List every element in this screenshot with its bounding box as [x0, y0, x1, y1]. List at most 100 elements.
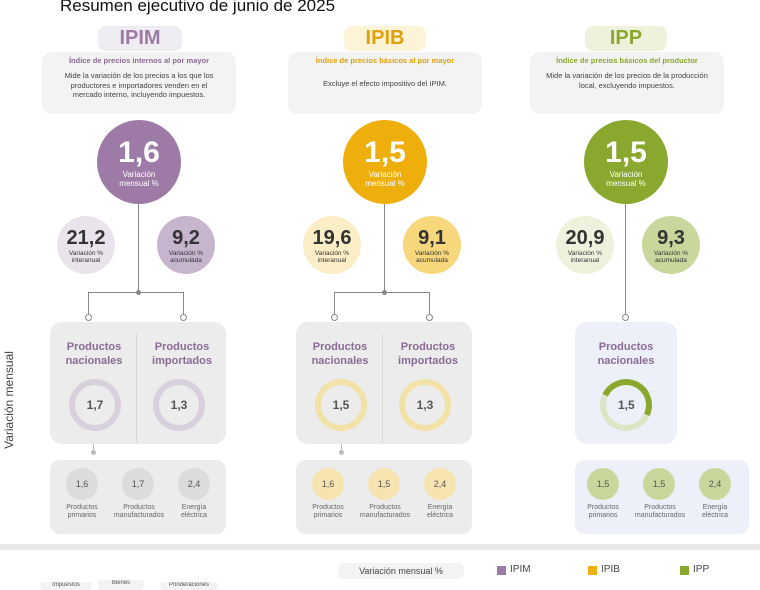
ipim-manufacturados-value: 1,7 — [131, 479, 145, 489]
ipib-importados-value: 1,3 — [416, 398, 434, 412]
ipim-importados-value: 1,3 — [170, 398, 188, 412]
ipim-nacionales-title: Productos nacionales — [65, 341, 123, 368]
ipp-products-panel: Productos nacionales 1,5 — [575, 322, 677, 444]
ipib-energia-value: 2,4 — [433, 479, 447, 489]
ipim-yoy-caption: Variación % interanual — [68, 250, 104, 265]
legend-swatch-ipp — [680, 566, 689, 575]
ipp-monthly-circle: 1,5 Variación mensual % — [584, 120, 668, 204]
ipib-importados-title: Productos importados — [398, 341, 458, 368]
ipib-manufacturados-circle: 1,5 — [368, 468, 400, 500]
ipib-description: Excluye el efecto impositivo del IPIM. — [323, 79, 447, 89]
ipim-manufacturados-label: Productos manufacturados — [113, 504, 165, 520]
ipib-yoy-caption: Variación % interanual — [314, 250, 350, 265]
ipim-products-panel: Productos nacionales Productos importado… — [50, 322, 226, 444]
footer-tab-bienes[interactable]: Bienes — [98, 580, 144, 590]
ipim-monthly-value: 1,6 — [118, 136, 160, 169]
ipim-primarios-label: Productos primarios — [66, 504, 98, 520]
ipib-energia-circle: 2,4 — [424, 468, 456, 500]
ipim-energia-circle: 2,4 — [178, 468, 210, 500]
legend-ipim: IPIM — [510, 564, 531, 575]
ipib-nacionales-value: 1,5 — [332, 398, 350, 412]
ipim-yoy-circle: 21,2 Variación % interanual — [57, 216, 115, 274]
ipib-ytd-value: 9,1 — [418, 227, 446, 249]
ipp-primarios-value: 1,5 — [596, 479, 610, 489]
ipib-ytd-caption: Variación % acumulada — [414, 250, 450, 265]
ipib-ytd-circle: 9,1 Variación % acumulada — [403, 216, 461, 274]
ipp-manufacturados-value: 1,5 — [652, 479, 666, 489]
ipib-subtitle: Índice de precios básicos al por mayor — [315, 56, 455, 65]
ipp-nacionales-title: Productos nacionales — [597, 341, 655, 368]
ipim-importados-title: Productos importados — [152, 341, 212, 368]
ipp-nacionales-value: 1,5 — [617, 398, 635, 412]
legend-swatch-ipib — [588, 566, 597, 575]
ipim-ytd-circle: 9,2 Variación % acumulada — [157, 216, 215, 274]
ipp-ytd-caption: Variación % acumulada — [653, 250, 689, 265]
ipim-description: Mide la variación de los precios a los q… — [64, 71, 214, 100]
ipim-monthly-circle: 1,6 Variación mensual % — [97, 120, 181, 204]
legend-box: Variación mensual % — [338, 563, 464, 579]
ipp-manufacturados-circle: 1,5 — [643, 468, 675, 500]
ipp-tab[interactable]: IPP — [585, 26, 667, 51]
ipp-monthly-value: 1,5 — [605, 136, 647, 169]
ipim-subtitle: Índice de precios internos al por mayor — [68, 56, 210, 65]
ipim-ytd-caption: Variación % acumulada — [168, 250, 204, 265]
ipim-info-card: Índice de precios internos al por mayor … — [42, 52, 236, 114]
ipim-ytd-value: 9,2 — [172, 227, 200, 249]
ipp-manufacturados-label: Productos manufacturados — [634, 504, 686, 520]
ipp-yoy-circle: 20,9 Variación % interanual — [556, 216, 614, 274]
footer-tab-ponderaciones[interactable]: Ponderaciones — [160, 582, 218, 590]
ipib-yoy-circle: 19,6 Variación % interanual — [303, 216, 361, 274]
ipib-info-card: Índice de precios básicos al por mayor E… — [288, 52, 482, 114]
ipib-products-panel: Productos nacionales Productos importado… — [296, 322, 472, 444]
ipp-nacionales-donut: 1,5 — [592, 371, 660, 439]
ipim-primarios-circle: 1,6 — [66, 468, 98, 500]
ipim-nacionales-donut: 1,7 — [69, 379, 121, 431]
ipp-primarios-label: Productos primarios — [587, 504, 619, 520]
legend-ipp: IPP — [693, 564, 710, 575]
ipib-importados-donut: 1,3 — [399, 379, 451, 431]
ipib-primarios-label: Productos primarios — [312, 504, 344, 520]
ipib-primarios-circle: 1,6 — [312, 468, 344, 500]
ipim-nacionales-value: 1,7 — [86, 398, 104, 412]
ipp-energia-label: Energía eléctrica — [701, 504, 729, 520]
ipib-yoy-value: 19,6 — [312, 227, 352, 249]
ipib-manufacturados-value: 1,5 — [377, 479, 391, 489]
ipp-monthly-caption: Variación mensual % — [606, 170, 646, 189]
page-title: Resumen ejecutivo de junio de 2025 — [60, 0, 336, 15]
footer-divider — [0, 544, 760, 550]
ipim-monthly-caption: Variación mensual % — [119, 170, 159, 189]
ipib-energia-label: Energía eléctrica — [426, 504, 454, 520]
ipib-monthly-value: 1,5 — [364, 136, 406, 169]
ipib-primarios-value: 1,6 — [321, 479, 335, 489]
ipib-monthly-circle: 1,5 Variación mensual % — [343, 120, 427, 204]
ipim-breakdown-panel: 1,6 1,7 2,4 Productos primarios Producto… — [50, 460, 226, 534]
ipp-ytd-circle: 9,3 Variación % acumulada — [642, 216, 700, 274]
ipp-yoy-caption: Variación % interanual — [567, 250, 603, 265]
ipp-energia-circle: 2,4 — [699, 468, 731, 500]
ipp-info-card: Índice de precios básicos del productor … — [530, 52, 724, 114]
ipib-nacionales-donut: 1,5 — [315, 379, 367, 431]
ipim-energia-value: 2,4 — [187, 479, 201, 489]
ipim-energia-label: Energía eléctrica — [180, 504, 208, 520]
ipim-manufacturados-circle: 1,7 — [122, 468, 154, 500]
ipib-manufacturados-label: Productos manufacturados — [359, 504, 411, 520]
ipim-importados-donut: 1,3 — [153, 379, 205, 431]
ipp-description: Mide la variación de los precios de la p… — [546, 71, 708, 90]
ipib-nacionales-title: Productos nacionales — [311, 341, 369, 368]
ipp-yoy-value: 20,9 — [565, 227, 605, 249]
ipim-primarios-value: 1,6 — [75, 479, 89, 489]
ipim-tab[interactable]: IPIM — [98, 26, 182, 51]
footer-tab-impuestos[interactable]: Impuestos — [40, 582, 92, 590]
ipp-ytd-value: 9,3 — [657, 227, 685, 249]
ipp-subtitle: Índice de precios básicos del productor — [556, 56, 698, 65]
ipp-energia-value: 2,4 — [708, 479, 722, 489]
side-axis-label: Variación mensual — [2, 351, 16, 449]
ipib-breakdown-panel: 1,6 1,5 2,4 Productos primarios Producto… — [296, 460, 472, 534]
legend-ipib: IPIB — [601, 564, 620, 575]
ipp-primarios-circle: 1,5 — [587, 468, 619, 500]
ipib-tab[interactable]: IPIB — [344, 26, 426, 51]
ipib-monthly-caption: Variación mensual % — [365, 170, 405, 189]
ipp-breakdown-panel: 1,5 1,5 2,4 Productos primarios Producto… — [575, 460, 749, 534]
legend-swatch-ipim — [497, 566, 506, 575]
ipim-yoy-value: 21,2 — [66, 227, 106, 249]
